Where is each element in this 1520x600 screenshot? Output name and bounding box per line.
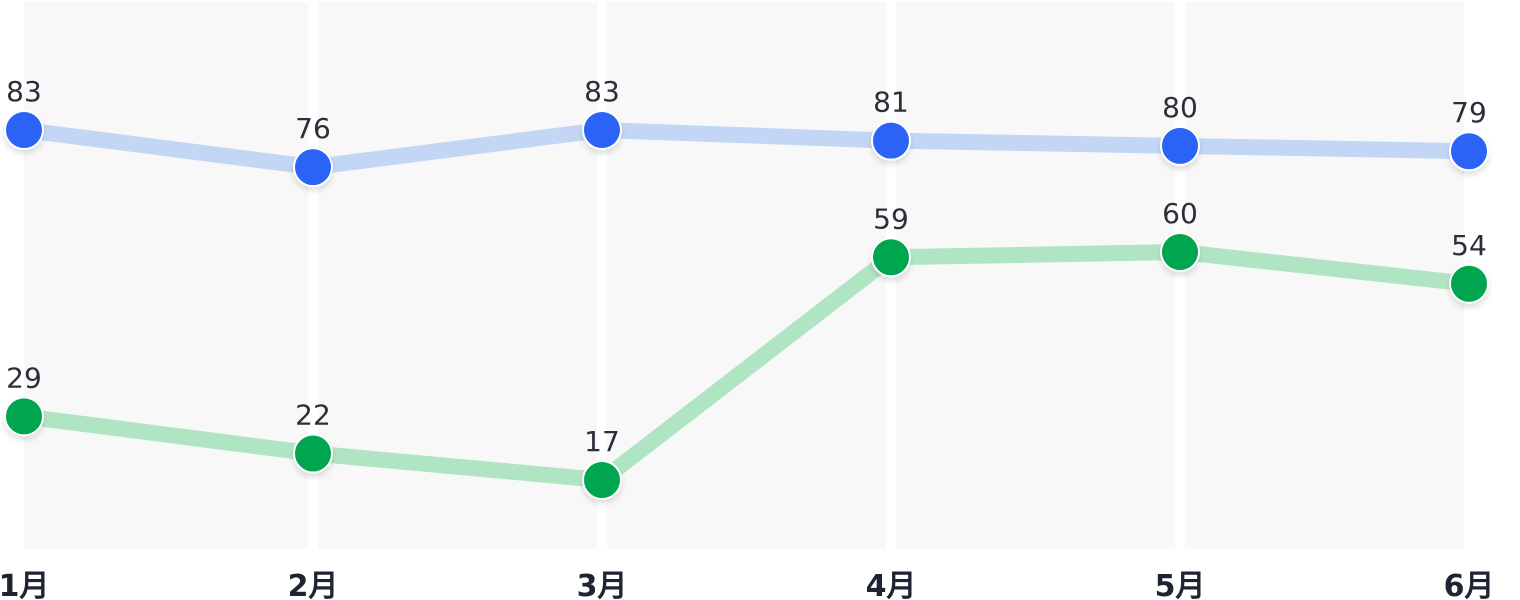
data-point[interactable] <box>4 110 44 150</box>
data-point[interactable] <box>1449 263 1489 304</box>
column-band <box>607 2 886 549</box>
data-label: 83 <box>584 75 620 108</box>
data-point[interactable] <box>1449 131 1489 172</box>
data-point[interactable] <box>582 110 622 150</box>
series-line-2 <box>16 243 1477 488</box>
series-lines <box>16 122 1477 488</box>
data-point[interactable] <box>871 237 911 278</box>
data-label: 79 <box>1451 96 1487 129</box>
data-point[interactable] <box>293 147 333 188</box>
x-tick-label: 5月 <box>1155 569 1206 600</box>
data-label: 83 <box>6 75 42 108</box>
data-labels: 83 76 83 81 80 79 29 22 17 59 60 54 <box>6 75 1487 458</box>
data-point[interactable] <box>582 460 622 500</box>
data-label: 17 <box>584 425 620 458</box>
column-band <box>24 2 308 549</box>
data-label: 80 <box>1162 91 1198 124</box>
data-label: 29 <box>6 361 42 394</box>
data-point[interactable] <box>871 120 911 161</box>
data-point[interactable] <box>293 433 333 474</box>
data-point[interactable] <box>4 396 44 437</box>
data-label: 22 <box>295 398 331 431</box>
x-tick-label: 6月 <box>1444 569 1495 600</box>
data-points <box>4 110 1489 500</box>
data-label: 54 <box>1451 229 1487 262</box>
data-label: 60 <box>1162 197 1198 230</box>
data-label: 59 <box>873 202 909 235</box>
x-axis-labels: 1月 2月 3月 4月 5月 6月 <box>0 569 1494 600</box>
series-line-1 <box>16 122 1477 176</box>
x-tick-label: 1月 <box>0 569 49 600</box>
data-label: 81 <box>873 86 909 119</box>
data-point[interactable] <box>1160 231 1200 272</box>
column-band <box>896 2 1175 549</box>
x-tick-label: 4月 <box>866 569 917 600</box>
column-bands <box>24 2 1464 549</box>
data-label: 76 <box>295 112 331 145</box>
x-tick-label: 3月 <box>577 569 628 600</box>
x-tick-label: 2月 <box>288 569 339 600</box>
data-point[interactable] <box>1160 125 1200 166</box>
